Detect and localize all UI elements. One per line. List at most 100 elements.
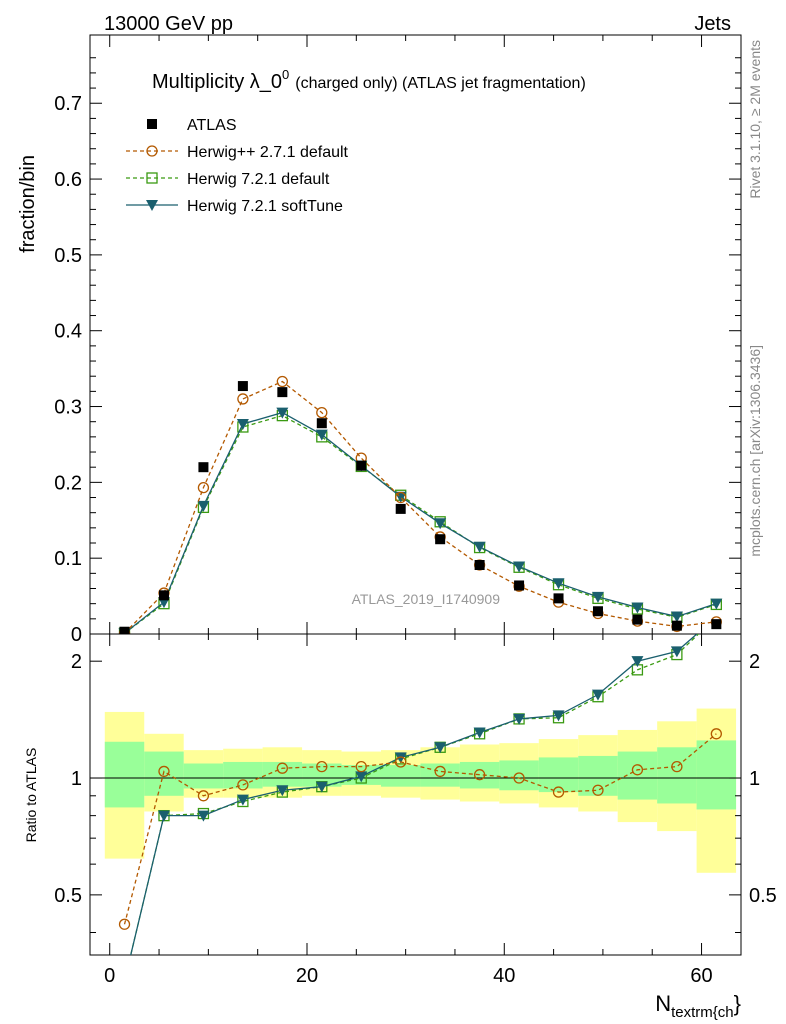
data-point-1: [276, 375, 288, 388]
main-y-tick-label: 0.7: [54, 93, 82, 115]
uncertainty-band: [696, 740, 737, 810]
data-point-3: [670, 611, 683, 623]
ratio-point-0: [552, 786, 565, 798]
x-axis-label-sub: textrm{ch: [671, 1004, 734, 1021]
ratio-point-2: [552, 710, 565, 722]
data-point-0: [592, 606, 603, 617]
ratio-point-2: [236, 794, 249, 806]
ratio-line-0: [123, 733, 717, 925]
analysis-watermark: ATLAS_2019_I1740909: [352, 591, 501, 607]
main-y-tick-label: 0.6: [54, 169, 82, 191]
ratio-point-0: [710, 728, 722, 740]
data-point-3: [434, 518, 447, 530]
ratio-point-2: [513, 713, 526, 725]
uncertainty-band: [183, 763, 224, 789]
data-point-0: [514, 580, 525, 591]
ratio-point-2: [631, 656, 644, 668]
ratio-point-0: [158, 765, 170, 778]
ratio-line-2: [130, 634, 698, 955]
data-point-3: [710, 598, 723, 610]
data-point-3: [315, 429, 328, 441]
ratio-y-tick-label: 0.5: [54, 885, 82, 907]
uncertainty-band: [302, 763, 342, 787]
data-point-3: [631, 602, 644, 614]
data-point-0: [198, 462, 209, 473]
legend: ATLAS Herwig++ 2.7.1 default Herwig 7.2.1 …: [126, 117, 349, 215]
data-point-0: [158, 590, 169, 601]
ratio-y-tick-label-right: 0.5: [749, 885, 777, 907]
ratio-point-2: [434, 742, 447, 754]
ratio-point-0: [671, 760, 683, 773]
data-point-0: [474, 560, 485, 571]
ratio-series-group: [118, 634, 722, 987]
data-point-3: [591, 591, 604, 603]
uncertainty-band: [223, 761, 263, 789]
uncertainty-band: [380, 765, 421, 787]
ratio-point-0: [473, 769, 486, 781]
main-plot-area: 0 0.1 0.2 0.3 0.4 0.5 0.6 0.7: [54, 34, 742, 646]
main-series-group: [118, 375, 723, 634]
series-line-3: [124, 411, 717, 634]
ratio-point-0: [395, 756, 407, 768]
ratio-point-0: [237, 779, 249, 791]
data-point-0: [277, 387, 288, 398]
chart-title-sup: 0: [282, 67, 289, 82]
data-point-0: [553, 593, 564, 604]
main-y-tick-labels: 0 0.1 0.2 0.3 0.4 0.5 0.6 0.7: [54, 93, 82, 646]
ratio-point-2: [157, 810, 170, 822]
data-point-1: [316, 406, 328, 419]
legend-marker: [146, 200, 158, 211]
main-y-tick-label: 0.1: [54, 548, 82, 570]
ratio-point-2: [119, 976, 131, 987]
x-axis-label: Ntextrm{ch}: [655, 991, 741, 1021]
ratio-point-2: [394, 752, 407, 764]
uncertainty-band: [538, 757, 579, 793]
series-line-1: [124, 380, 717, 634]
legend-marker: [146, 145, 158, 157]
chart-title: Multiplicity λ_00 (charged only) (ATLAS j…: [152, 67, 586, 93]
ratio-point-0: [434, 765, 446, 778]
ratio-point-2: [591, 689, 604, 701]
ratio-point-0: [592, 784, 604, 796]
uncertainty-band: [499, 760, 539, 791]
data-point-1: [197, 482, 210, 494]
uncertainty-band: [578, 755, 618, 796]
ratio-y-tick-label-right: 1: [749, 768, 760, 790]
ratio-y-tick-label-right: 2: [749, 651, 760, 673]
ratio-plot-area: 0.5 0.5 1 1 2 2 0 20 40 60: [54, 633, 777, 987]
ratio-y-axis-label: Ratio to ATLAS: [23, 748, 39, 843]
data-point-0: [316, 418, 327, 429]
data-point-1: [237, 393, 249, 405]
rivet-label: Rivet 3.1.10, ≥ 2M events: [747, 40, 763, 199]
data-point-0: [237, 381, 248, 392]
data-point-0: [671, 620, 682, 631]
chart-title-main: Multiplicity λ_0: [152, 71, 282, 93]
main-y-tick-label: 0.3: [54, 397, 82, 419]
ratio-point-0: [513, 772, 525, 784]
ratio-point-0: [316, 760, 328, 773]
uncertainty-band: [104, 741, 145, 808]
ratio-y-tick-label: 2: [71, 651, 82, 673]
legend-label: Herwig 7.2.1 default: [187, 171, 330, 188]
data-point-0: [632, 614, 643, 625]
data-point-3: [197, 500, 210, 512]
ratio-point-0: [276, 762, 288, 774]
header-energy: 13000 GeV pp: [104, 13, 233, 35]
ratio-line-1: [130, 634, 700, 955]
legend-label: ATLAS: [187, 117, 237, 134]
ratio-point-2: [315, 781, 328, 793]
ratio-point-2: [670, 646, 683, 658]
data-point-1: [395, 491, 407, 504]
ratio-axis-ticks: [90, 634, 741, 955]
ratio-point-0: [631, 764, 644, 776]
data-point-3: [552, 578, 565, 590]
mcplots-label: mcplots.cern.ch [arXiv:1306.3436]: [747, 345, 763, 557]
ratio-point-0: [355, 760, 367, 773]
x-tick-labels: 0 20 40 60: [104, 965, 713, 987]
header-category: Jets: [694, 13, 731, 35]
ratio-uncertainty-bands: [90, 708, 741, 873]
main-y-tick-label: 0.5: [54, 245, 82, 267]
ratio-plot-frame: [89, 633, 742, 956]
legend-label: Herwig 7.2.1 softTune: [187, 198, 343, 215]
x-tick-label: 20: [296, 965, 318, 987]
